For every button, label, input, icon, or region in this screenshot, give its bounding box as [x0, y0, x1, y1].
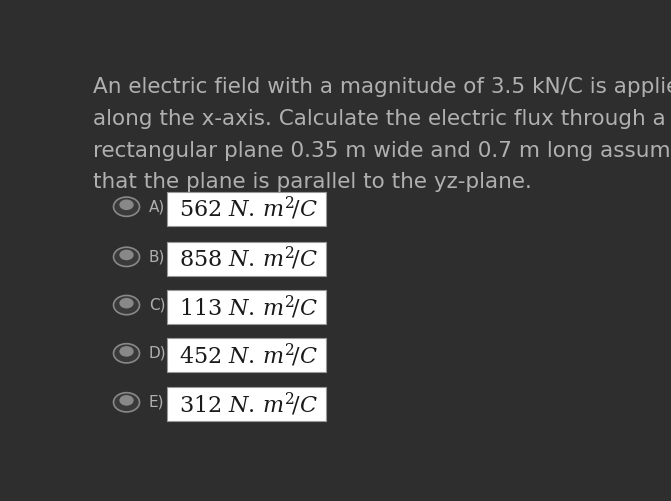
Text: B): B)	[149, 249, 165, 265]
Circle shape	[113, 197, 140, 216]
FancyBboxPatch shape	[167, 242, 325, 276]
Circle shape	[113, 296, 140, 315]
FancyBboxPatch shape	[167, 387, 325, 421]
FancyBboxPatch shape	[167, 290, 325, 324]
Text: $452\ N{.}\,m^2\!/C$: $452\ N{.}\,m^2\!/C$	[179, 342, 318, 369]
Text: $113\ N{.}\,m^2\!/C$: $113\ N{.}\,m^2\!/C$	[179, 294, 318, 321]
Text: that the plane is parallel to the yz-plane.: that the plane is parallel to the yz-pla…	[93, 172, 532, 192]
Text: rectangular plane 0.35 m wide and 0.7 m long assuming: rectangular plane 0.35 m wide and 0.7 m …	[93, 141, 671, 161]
Circle shape	[119, 395, 134, 406]
Circle shape	[119, 199, 134, 210]
FancyBboxPatch shape	[167, 192, 325, 225]
Text: $562\ N{.}\,m^2\!/C$: $562\ N{.}\,m^2\!/C$	[179, 195, 318, 222]
Text: D): D)	[149, 346, 166, 361]
Circle shape	[113, 393, 140, 412]
Circle shape	[113, 247, 140, 267]
Circle shape	[119, 346, 134, 357]
Text: E): E)	[149, 395, 164, 410]
Text: $858\ N{.}\,m^2\!/C$: $858\ N{.}\,m^2\!/C$	[179, 245, 318, 273]
Circle shape	[113, 344, 140, 363]
Circle shape	[119, 298, 134, 309]
Text: $312\ N{.}\,m^2\!/C$: $312\ N{.}\,m^2\!/C$	[179, 391, 318, 418]
Text: A): A)	[149, 199, 165, 214]
Text: along the x-axis. Calculate the electric flux through a: along the x-axis. Calculate the electric…	[93, 109, 666, 129]
Circle shape	[119, 249, 134, 260]
FancyBboxPatch shape	[167, 338, 325, 372]
Text: C): C)	[149, 298, 165, 313]
Text: An electric field with a magnitude of 3.5 kN/C is applied: An electric field with a magnitude of 3.…	[93, 78, 671, 98]
